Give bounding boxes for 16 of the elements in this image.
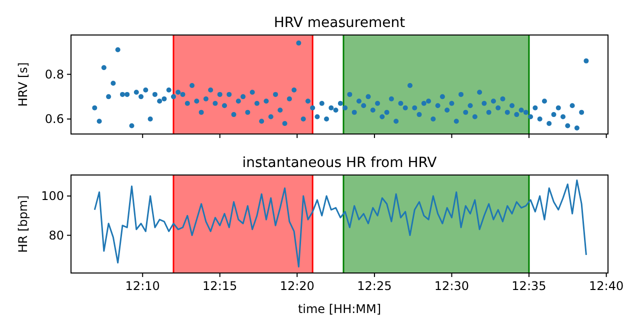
x-tick-label: 12:30 <box>434 279 470 293</box>
x-tick-label: 12:10 <box>125 279 160 293</box>
y-tick-label: 100 <box>41 189 64 204</box>
x-tick-label: 12:40 <box>589 279 624 293</box>
x-tick-label: 12:35 <box>512 279 546 293</box>
y-axis-title: HRV [s] <box>16 62 30 107</box>
y-tick-label: 80 <box>48 228 64 242</box>
chart-title: HRV measurement <box>274 15 406 31</box>
chart-title: instantaneous HR from HRV <box>242 155 438 171</box>
x-tick-label: 12:20 <box>280 279 314 293</box>
x-tick-label: 12:15 <box>202 279 238 293</box>
y-axis-title: HR [bpm] <box>16 195 30 253</box>
x-tick-label: 12:25 <box>357 279 392 293</box>
y-tick-label: 0.8 <box>44 67 64 82</box>
y-tick-label: 0.6 <box>44 112 64 126</box>
x-axis-title: time [HH:MM] <box>298 302 382 316</box>
